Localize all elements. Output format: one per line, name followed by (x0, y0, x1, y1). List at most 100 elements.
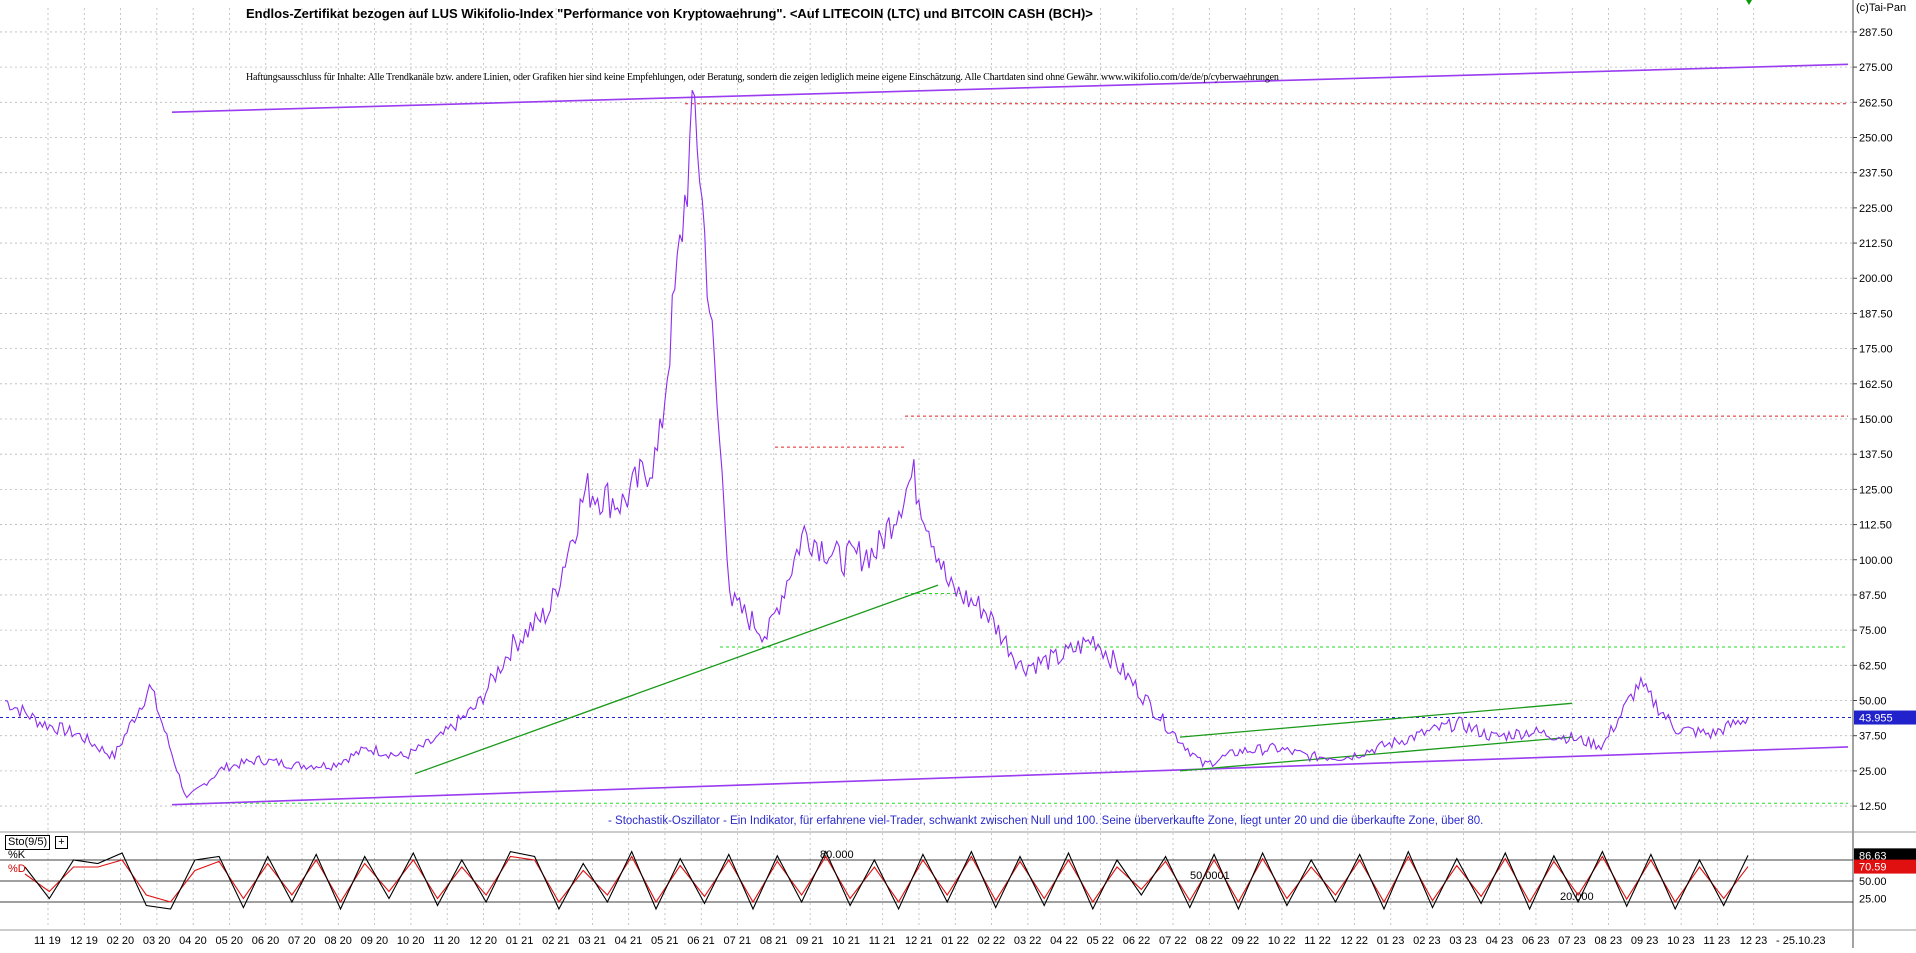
d-value-label: 70.59 (1859, 862, 1887, 874)
k-value-tag (1854, 848, 1916, 863)
x-tick-label: 02 21 (542, 935, 570, 947)
y-tick-label: 12.50 (1859, 801, 1887, 813)
x-tick-label: 08 23 (1595, 935, 1623, 947)
x-tick-label: 05 21 (651, 935, 679, 947)
x-tick-label: 11 21 (869, 935, 896, 947)
current-value-tag (1854, 710, 1916, 725)
x-tick-label: 05 20 (215, 935, 243, 947)
oscillator-caption: - Stochastik-Oszillator - Ein Indikator,… (608, 815, 1484, 827)
y-tick-label: 162.50 (1859, 379, 1893, 391)
x-tick-label: 04 23 (1486, 935, 1514, 947)
x-tick-label: 07 20 (288, 935, 316, 947)
x-tick-label: 02 20 (107, 935, 135, 947)
x-tick-label: 10 23 (1667, 935, 1695, 947)
lower-trendline (171, 746, 1849, 806)
x-tick-label: 04 21 (615, 935, 643, 947)
y-tick-label: 125.00 (1859, 484, 1893, 496)
y-tick-label: 287.50 (1859, 27, 1893, 39)
stochastic-d-line (24, 855, 1749, 904)
d-value-tag (1854, 859, 1916, 874)
k-value-label: 86.63 (1859, 850, 1887, 862)
x-tick-label: 11 19 (34, 935, 61, 947)
y-tick-label: 87.50 (1859, 590, 1887, 602)
x-tick-label: 12 21 (905, 935, 933, 947)
y-tick-label: 262.50 (1859, 97, 1893, 109)
y-tick-label: 37.50 (1859, 731, 1887, 743)
y-tick-label: 275.00 (1859, 62, 1893, 74)
x-tick-label: 06 21 (687, 935, 715, 947)
x-tick-label: 12 22 (1341, 935, 1369, 947)
y-tick-label: 112.50 (1859, 520, 1892, 532)
x-tick-label: 05 22 (1086, 935, 1114, 947)
x-tick-label: 09 23 (1631, 935, 1659, 947)
x-tick-label: 11 22 (1304, 935, 1331, 947)
oscillator-level-label: 20.000 (1560, 891, 1594, 903)
x-tick-label: 08 21 (760, 935, 788, 947)
x-tick-label: 03 21 (578, 935, 606, 947)
x-tick-label: 10 20 (397, 935, 425, 947)
x-tick-label: 12 23 (1740, 935, 1768, 947)
upper-trendline (171, 63, 1849, 113)
x-tick-label: 01 22 (941, 935, 969, 947)
y-tick-label: 62.50 (1859, 660, 1887, 672)
x-tick-label: 02 23 (1413, 935, 1441, 947)
y-tick-label: 175.00 (1859, 344, 1893, 356)
oscillator-tick-label: 50.00 (1859, 876, 1887, 888)
x-tick-label: 12 19 (70, 935, 98, 947)
x-tick-label: 10 22 (1268, 935, 1296, 947)
x-tick-label: 04 20 (179, 935, 207, 947)
copyright-label: (c)Tai-Pan (1856, 2, 1907, 14)
x-tick-label: 07 22 (1159, 935, 1187, 947)
y-tick-label: 200.00 (1859, 273, 1893, 285)
disclaimer-text: Haftungsausschluss für Inhalte: Alle Tre… (246, 72, 1279, 83)
y-tick-label: 25.00 (1859, 766, 1887, 778)
y-tick-label: 137.50 (1859, 449, 1893, 461)
support-trendline (414, 584, 939, 775)
x-tick-label: 06 22 (1123, 935, 1151, 947)
channel-upper-line (1179, 702, 1573, 738)
y-tick-label: 100.00 (1859, 555, 1893, 567)
k-legend-label: %K (8, 849, 26, 861)
top-arrow-icon (1746, 0, 1752, 5)
y-tick-label: 237.50 (1859, 168, 1893, 180)
channel-lower-line (1179, 736, 1573, 772)
x-tick-label: 06 23 (1522, 935, 1550, 947)
x-tick-label: 02 22 (978, 935, 1006, 947)
current-value-label: 43.955 (1859, 713, 1893, 725)
y-tick-label: 50.00 (1859, 696, 1887, 708)
x-tick-label: 09 20 (361, 935, 389, 947)
x-tick-label: 07 21 (724, 935, 752, 947)
oscillator-level-label: 50.0001 (1190, 870, 1230, 882)
oscillator-level-label: 80.000 (820, 849, 854, 861)
x-tick-label: 03 23 (1449, 935, 1477, 947)
stochastic-label[interactable]: Sto(9/5) (5, 835, 51, 850)
x-tick-label: - 25.10.23 (1776, 935, 1826, 947)
x-tick-label: 12 20 (470, 935, 498, 947)
x-tick-label: 01 21 (506, 935, 534, 947)
y-tick-label: 150.00 (1859, 414, 1893, 426)
x-tick-label: 04 22 (1050, 935, 1078, 947)
oscillator-tick-label: 25.00 (1859, 894, 1887, 906)
x-tick-label: 09 22 (1232, 935, 1260, 947)
x-tick-label: 07 23 (1558, 935, 1586, 947)
x-tick-label: 08 20 (324, 935, 352, 947)
d-legend-label: %D (8, 863, 26, 875)
x-tick-label: 03 22 (1014, 935, 1042, 947)
x-tick-label: 08 22 (1195, 935, 1223, 947)
y-tick-label: 75.00 (1859, 625, 1887, 637)
y-tick-label: 225.00 (1859, 203, 1893, 215)
price-series-line (4, 89, 1749, 799)
x-tick-label: 09 21 (796, 935, 824, 947)
right-axis-area (1853, 0, 1916, 948)
y-tick-label: 212.50 (1859, 238, 1893, 250)
expand-panel-button[interactable]: + (55, 836, 68, 849)
x-tick-label: 11 20 (433, 935, 460, 947)
y-tick-label: 187.50 (1859, 308, 1893, 320)
x-tick-label: 10 21 (832, 935, 860, 947)
x-tick-label: 06 20 (252, 935, 280, 947)
stochastic-k-line (24, 850, 1749, 911)
x-tick-label: 11 23 (1703, 935, 1730, 947)
chart-title: Endlos-Zertifikat bezogen auf LUS Wikifo… (246, 6, 1093, 21)
